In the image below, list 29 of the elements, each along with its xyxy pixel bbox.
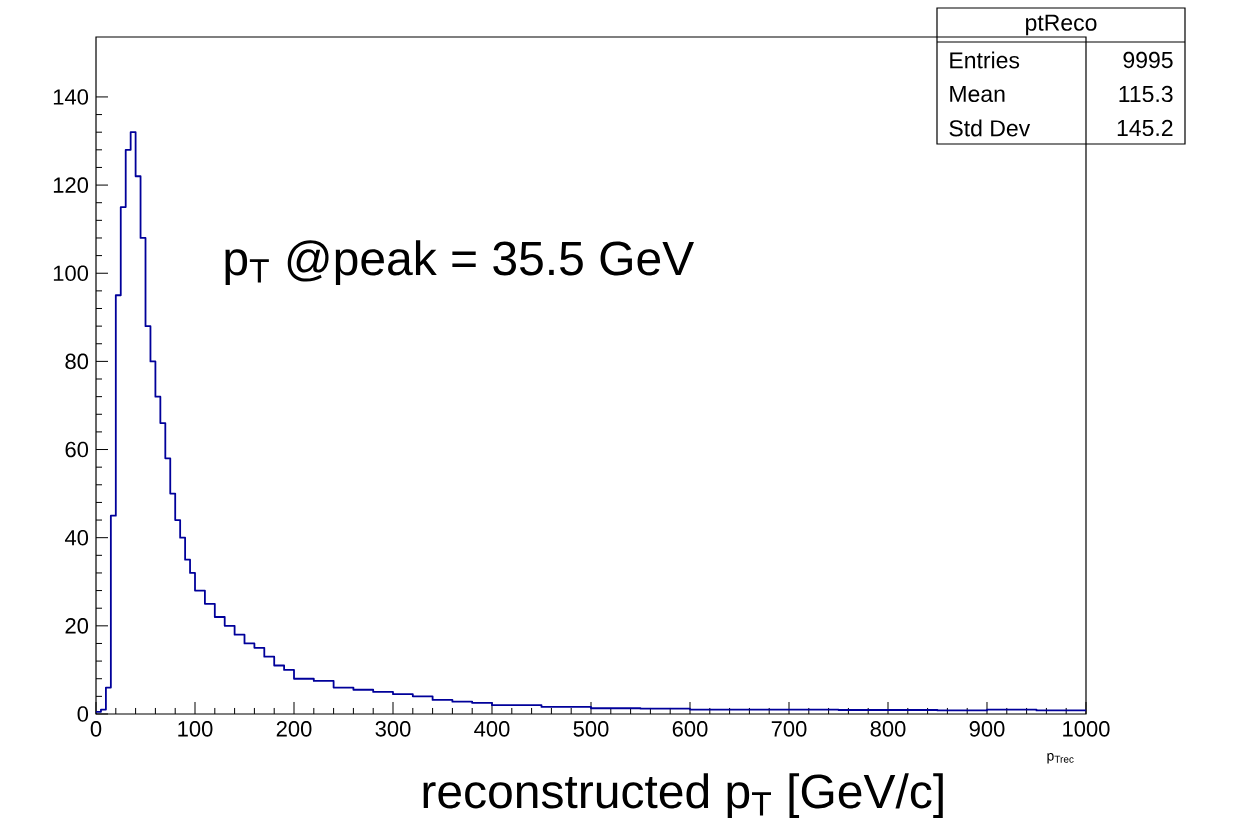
y-tick-label: 60 [65, 441, 89, 458]
y-tick-label: 120 [53, 177, 89, 193]
x-tick-label: 900 [969, 721, 1005, 737]
x-tick-label: 500 [573, 721, 609, 737]
y-tick-label: 20 [65, 618, 89, 634]
x-tick-label: 200 [276, 721, 312, 737]
x-tick-label: 800 [870, 721, 906, 737]
annotation: p$_{T}$ @peak = 35.5 GeV [225, 240, 694, 285]
y-tick-label: 140 [53, 89, 89, 105]
y-tick-label: 100 [53, 265, 89, 282]
x-tick-label: 300 [375, 721, 411, 737]
annotation: Mean [950, 85, 1005, 103]
x-tick-label: 100 [178, 721, 213, 737]
x-tick-label: 400 [474, 721, 510, 737]
text: ptReco [1026, 14, 1097, 36]
text: 145.2 [1117, 119, 1173, 137]
annotation: Entries [950, 51, 1020, 69]
x-axis-title: p$_{Trec}$ [1047, 753, 1074, 764]
y-tick-label: 40 [64, 529, 89, 546]
annotation: Std Dev [949, 119, 1031, 137]
text: 9995 [1123, 51, 1173, 69]
x-tick-label: 600 [672, 721, 708, 737]
x-tick-label: 0 [90, 721, 102, 737]
x-tick-label: 700 [771, 721, 807, 737]
y-tick-label: 80 [65, 353, 89, 370]
text: 115.3 [1119, 85, 1173, 103]
y-tick-label: 0 [77, 706, 89, 722]
text: reconstructed p$_{T}$ [GeV/c] [423, 773, 943, 818]
x-tick-label: 1000 [1063, 721, 1110, 737]
